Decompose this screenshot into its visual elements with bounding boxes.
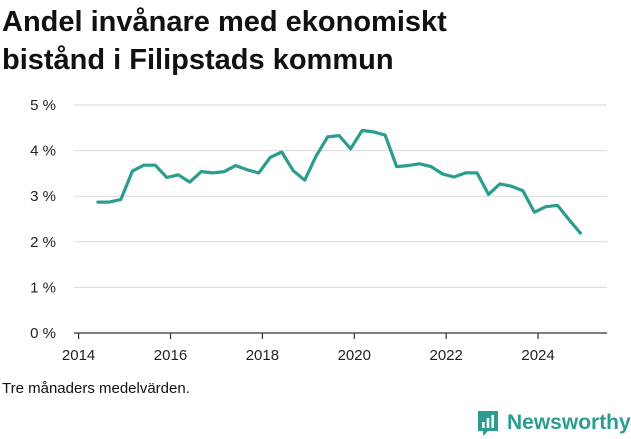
line-chart: 0 %1 %2 %3 %4 %5 % 2014 2016 2018 2020 2022 2… <box>30 97 607 364</box>
gridlines <box>74 104 607 288</box>
brand-name: Newsworthy <box>507 411 631 434</box>
data-series <box>96 128 583 235</box>
chart-title-line-2: bistånd i Filipstads kommun <box>2 44 394 76</box>
y-tick-label: 1 % <box>30 279 56 296</box>
newsworthy-logo-icon <box>478 411 498 436</box>
y-axis-tick-labels: 0 % 1 % 2 % 3 % 4 % 5 % <box>30 97 56 342</box>
y-tick-label: 0 % <box>30 325 56 342</box>
y-tick-label: 5 % <box>30 97 56 114</box>
x-axis: 2014 2016 2018 2020 2022 2024 <box>62 332 607 364</box>
series-line <box>96 128 583 235</box>
y-tick-label: 4 % <box>30 143 56 160</box>
x-tick-label: 2020 <box>338 347 371 364</box>
chart-title: Andel invånare med ekonomiskt bistånd i … <box>2 3 627 79</box>
x-tick-label: 2014 <box>62 347 95 364</box>
x-tick-label: 2016 <box>154 347 187 364</box>
chart-title-line-1: Andel invånare med ekonomiskt <box>2 6 447 38</box>
y-tick-label: 3 % <box>30 188 56 205</box>
x-tick-label: 2022 <box>429 347 462 364</box>
newsworthy-brand[interactable]: Newsworthy <box>476 407 631 439</box>
footnote: Tre månaders medelvärden. <box>2 380 190 397</box>
y-tick-label: 2 % <box>30 234 56 251</box>
x-tick-label: 2018 <box>246 347 279 364</box>
x-tick-label: 2024 <box>521 347 554 364</box>
